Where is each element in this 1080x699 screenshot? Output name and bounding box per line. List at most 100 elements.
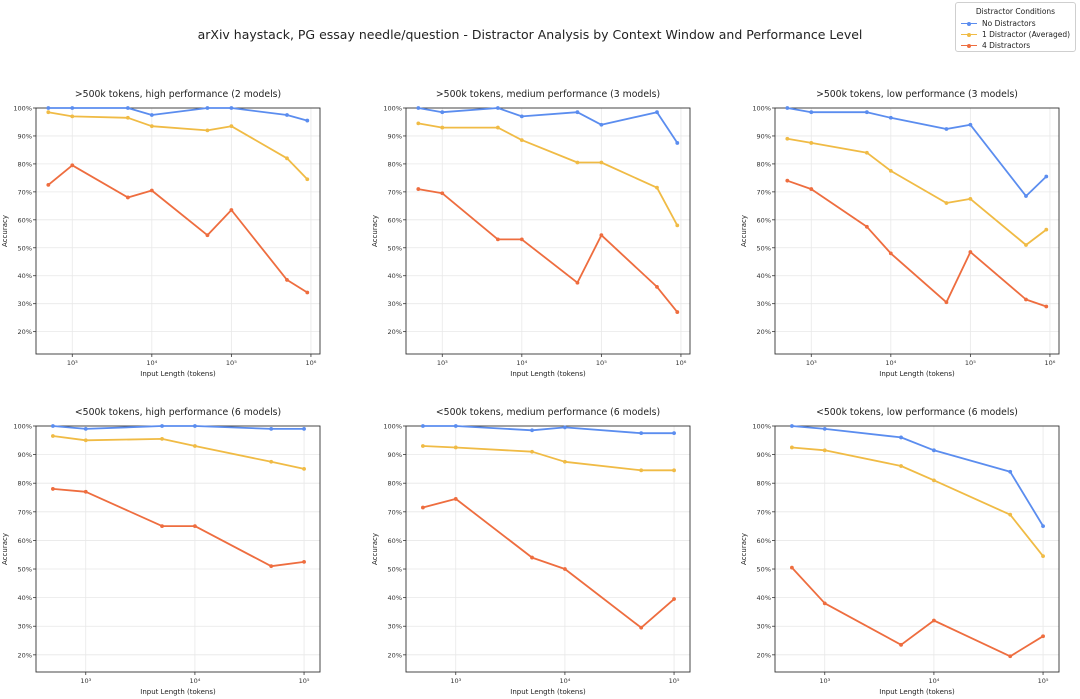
legend-label: 1 Distractor (Averaged) — [982, 30, 1071, 39]
data-point-no-distractors — [864, 110, 869, 115]
data-point-no-distractors — [269, 426, 274, 431]
y-tick-label: 60% — [388, 216, 402, 224]
x-tick-label: 10⁵ — [299, 677, 310, 685]
data-point-4-distractors — [575, 280, 580, 285]
data-point-1-distractor-averaged — [790, 445, 794, 450]
legend-swatch — [961, 42, 977, 50]
data-point-no-distractors — [599, 122, 604, 127]
y-tick-label: 60% — [18, 537, 32, 545]
data-point-1-distractor-averaged — [1044, 227, 1049, 232]
data-point-no-distractors — [519, 114, 524, 119]
series-line-no-distractors — [418, 107, 679, 144]
x-axis-label: Input Length (tokens) — [510, 370, 586, 378]
y-tick-label: 60% — [388, 537, 402, 545]
data-point-4-distractors — [968, 250, 973, 254]
data-point-no-distractors — [440, 110, 445, 115]
subplot-title: <500k tokens, medium performance (6 mode… — [436, 407, 660, 418]
data-point-4-distractors — [205, 233, 210, 238]
data-point-1-distractor-averaged — [672, 468, 676, 473]
series-line-no-distractors — [48, 107, 308, 122]
y-tick-label: 50% — [388, 566, 402, 574]
axes-frame — [35, 107, 321, 355]
data-point-4-distractors — [285, 278, 289, 282]
data-point-no-distractors — [655, 110, 659, 115]
y-tick-label: 40% — [757, 594, 771, 602]
y-tick-label: 20% — [388, 651, 402, 659]
data-point-1-distractor-averaged — [495, 125, 500, 130]
data-point-no-distractors — [968, 122, 973, 127]
data-point-1-distractor-averaged — [421, 444, 425, 448]
x-axis-label: Input Length (tokens) — [510, 688, 586, 696]
data-point-4-distractors — [51, 487, 55, 491]
y-tick-label: 100% — [752, 423, 771, 431]
subplot-title: >500k tokens, low performance (3 models) — [816, 89, 1018, 100]
legend-item-4-distractors: 4 Distractors — [956, 40, 1075, 51]
data-point-4-distractors — [160, 524, 164, 529]
data-point-1-distractor-averaged — [888, 168, 893, 173]
series-line-1-distractor-averaged — [418, 122, 679, 226]
data-point-no-distractors — [809, 110, 814, 115]
data-point-4-distractors — [1041, 634, 1045, 639]
x-tick-label: 10⁵ — [226, 359, 237, 367]
subplot-title: >500k tokens, high performance (2 models… — [75, 89, 281, 100]
data-point-1-distractor-averaged — [1008, 512, 1013, 517]
data-point-no-distractors — [822, 426, 827, 431]
data-point-no-distractors — [899, 435, 903, 440]
y-tick-label: 20% — [757, 651, 771, 659]
x-axis-label: Input Length (tokens) — [140, 370, 216, 378]
series-line-1-distractor-averaged — [422, 445, 675, 472]
data-point-1-distractor-averaged — [530, 449, 534, 454]
data-point-1-distractor-averaged — [302, 467, 306, 471]
data-point-no-distractors — [495, 106, 500, 110]
x-tick-label: 10³ — [67, 359, 78, 367]
data-point-4-distractors — [302, 559, 306, 564]
x-tick-label: 10³ — [806, 359, 817, 367]
data-point-no-distractors — [563, 425, 567, 430]
data-point-4-distractors — [193, 524, 197, 529]
data-point-no-distractors — [70, 106, 75, 110]
data-point-4-distractors — [495, 237, 500, 242]
y-tick-label: 60% — [18, 216, 32, 224]
y-tick-label: 100% — [752, 105, 771, 113]
y-tick-label: 80% — [388, 480, 402, 488]
y-tick-label: 50% — [757, 566, 771, 574]
x-tick-label: 10³ — [80, 677, 91, 685]
data-point-no-distractors — [1041, 524, 1045, 529]
data-point-no-distractors — [160, 424, 164, 428]
data-point-no-distractors — [453, 424, 458, 428]
x-tick-label: 10⁴ — [885, 359, 896, 367]
data-point-4-distractors — [599, 233, 604, 238]
y-tick-label: 80% — [757, 480, 771, 488]
subplot-6: 20% 30% 40% 50% 60% 70% 80% 90% 100% 10³ 10⁴ 10⁵ <50… — [740, 407, 1060, 696]
data-point-1-distractor-averaged — [944, 201, 949, 205]
data-point-4-distractors — [1008, 654, 1013, 659]
data-point-4-distractors — [125, 195, 130, 200]
data-point-1-distractor-averaged — [305, 177, 310, 182]
data-point-no-distractors — [305, 118, 310, 123]
data-point-no-distractors — [1044, 174, 1049, 179]
y-tick-label: 80% — [18, 480, 32, 488]
y-tick-label: 70% — [388, 188, 402, 196]
data-point-4-distractors — [864, 224, 869, 229]
data-point-1-distractor-averaged — [899, 464, 903, 468]
y-tick-label: 20% — [757, 328, 771, 336]
data-point-1-distractor-averaged — [149, 124, 154, 129]
data-point-no-distractors — [149, 113, 154, 117]
data-point-no-distractors — [932, 448, 936, 453]
legend-label: No Distractors — [982, 19, 1036, 28]
data-point-4-distractors — [83, 489, 88, 494]
legend-swatch — [961, 20, 977, 28]
y-tick-label: 100% — [383, 105, 402, 113]
x-tick-label: 10⁶ — [1044, 359, 1055, 367]
legend-item-1-distractor: 1 Distractor (Averaged) — [956, 29, 1075, 40]
y-tick-label: 20% — [18, 328, 32, 336]
data-point-4-distractors — [675, 310, 680, 314]
y-tick-label: 100% — [383, 423, 402, 431]
data-point-no-distractors — [1008, 469, 1013, 474]
y-tick-label: 20% — [18, 651, 32, 659]
series-line-no-distractors — [52, 425, 305, 430]
data-point-1-distractor-averaged — [864, 150, 869, 155]
series-line-4-distractors — [418, 188, 679, 313]
subplot-5: 20% 30% 40% 50% 60% 70% 80% 90% 100% 10³ 10⁴ 10⁵ <50… — [371, 407, 691, 696]
series-line-1-distractor-averaged — [787, 137, 1047, 246]
